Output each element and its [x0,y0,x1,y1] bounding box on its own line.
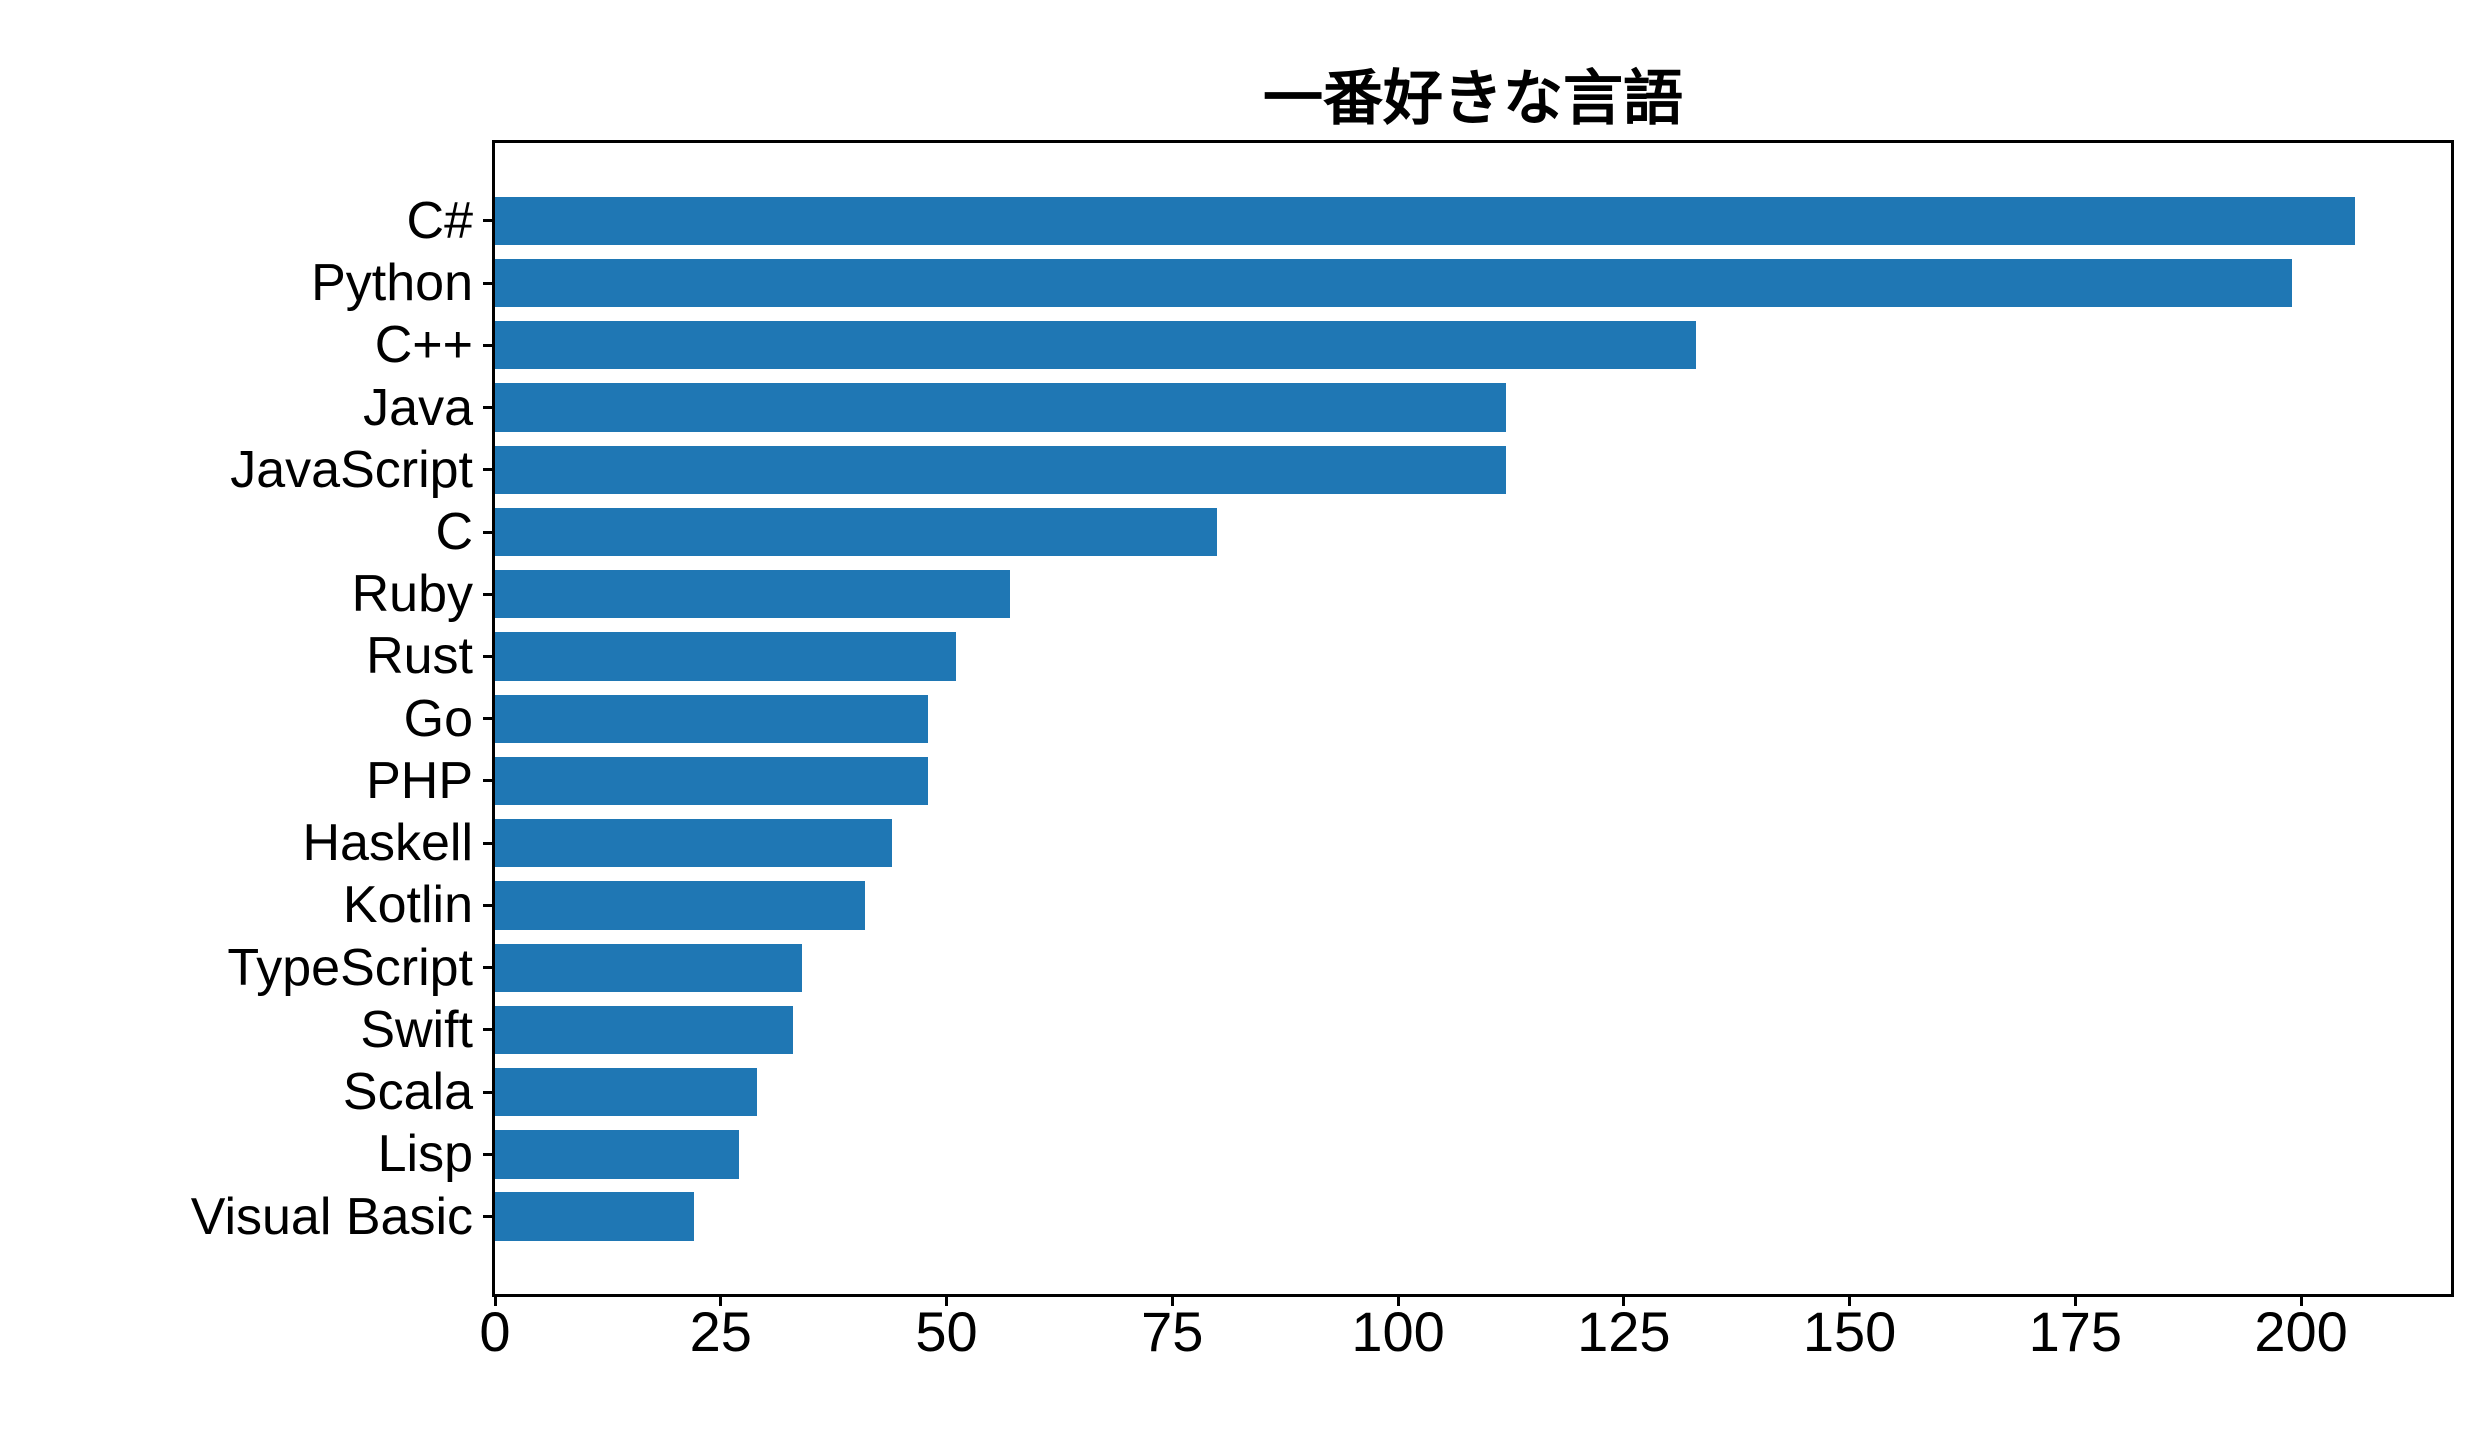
x-axis-tick-label: 150 [1802,1300,1897,1363]
bar [495,881,866,930]
x-axis-tick-label: 50 [915,1300,978,1363]
y-axis-tick [483,406,492,410]
x-axis-tick [1848,1297,1852,1306]
y-axis-tick [483,1090,492,1094]
x-axis-tick-label: 100 [1351,1300,1445,1363]
y-axis-tick [483,1152,492,1156]
x-axis-tick [1396,1297,1400,1306]
x-axis-tick [493,1297,497,1306]
bar [495,1130,739,1179]
x-axis-tick [1622,1297,1626,1306]
y-axis-tick [483,281,492,285]
y-axis-tick [483,343,492,347]
category-label: Scala [342,1063,473,1122]
category-label: Python [311,254,473,313]
category-label: Kotlin [342,876,473,935]
category-label: C# [406,191,473,250]
bar [495,943,803,992]
x-axis-tick-label: 175 [2028,1300,2123,1363]
y-axis-tick [483,1028,492,1032]
y-axis-tick [483,966,492,970]
y-axis-tick [483,779,492,783]
bar [495,258,2293,308]
bar [495,196,2356,245]
category-label: Visual Basic [190,1187,473,1246]
category-label: JavaScript [230,440,473,499]
bar [495,756,929,806]
y-axis-tick [483,468,492,472]
category-label: Haskell [302,814,474,873]
bar [495,321,1697,370]
category-label: Java [363,378,473,437]
y-axis-tick [483,903,492,907]
bar [495,694,929,743]
y-axis-tick [483,592,492,596]
y-axis-tick [483,530,492,534]
category-label: Lisp [377,1125,473,1184]
bar [495,632,956,681]
x-axis-tick-label: 0 [479,1300,511,1363]
category-label: Swift [360,1000,473,1059]
chart-title: 一番好きな言語 [1263,65,1683,132]
x-axis-tick [1170,1297,1174,1306]
y-axis-tick [483,219,492,223]
x-axis-tick [719,1297,723,1306]
x-axis-tick-label: 25 [689,1300,752,1363]
y-axis-tick [483,1215,492,1219]
bar [495,570,1010,619]
bar [495,507,1218,557]
y-axis-tick [483,654,492,658]
x-axis-tick [2073,1297,2077,1306]
y-axis-tick [483,717,492,721]
category-label: C++ [374,316,473,375]
bar [495,1005,793,1055]
bar [495,383,1507,432]
bar [495,1068,757,1117]
category-label: Go [403,689,473,748]
y-axis-tick [483,841,492,845]
category-label: C [435,503,473,561]
category-label: Rust [366,627,473,686]
x-axis-tick [2299,1297,2303,1306]
bar [495,1192,694,1241]
bar [495,819,893,868]
x-axis-tick [945,1297,949,1306]
category-label: PHP [366,751,473,810]
x-axis-tick-label: 200 [2254,1300,2348,1363]
bar [495,445,1507,494]
category-label: Ruby [351,565,473,624]
x-axis-tick-label: 75 [1141,1300,1204,1363]
category-label: TypeScript [227,938,473,997]
x-axis-tick-label: 125 [1577,1300,1671,1363]
